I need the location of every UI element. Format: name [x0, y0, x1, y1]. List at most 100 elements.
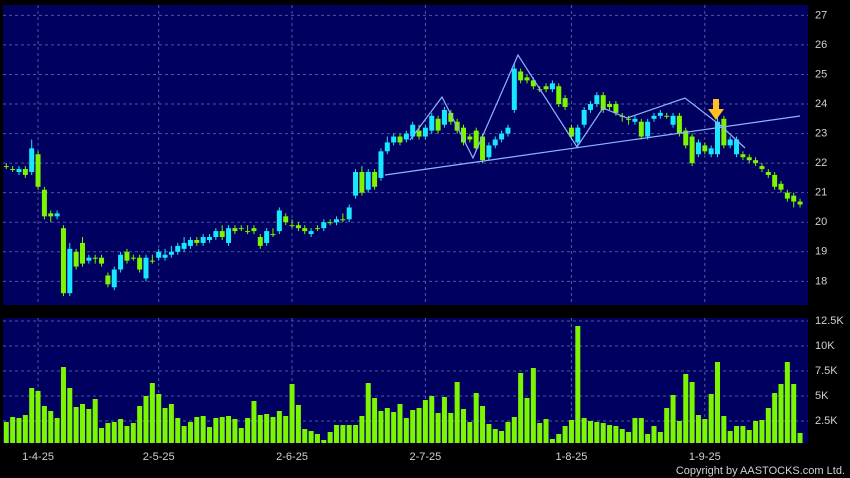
- volume-bar: [746, 430, 752, 443]
- candle-body: [35, 154, 41, 187]
- volume-bar: [124, 426, 130, 443]
- volume-bar: [778, 384, 784, 443]
- y-tick-label: 26: [815, 39, 827, 51]
- candle-body: [410, 124, 416, 137]
- volume-bar: [105, 423, 111, 443]
- volume-bar: [353, 425, 359, 443]
- candle-body: [689, 136, 695, 164]
- volume-bar: [276, 411, 282, 443]
- volume-bar: [543, 419, 549, 443]
- volume-bar: [270, 417, 276, 443]
- volume-bar: [257, 415, 263, 443]
- candle-body: [194, 239, 200, 243]
- volume-bar: [16, 418, 22, 443]
- pattern-line: [409, 53, 746, 160]
- candle-body: [73, 251, 79, 267]
- candle-body: [67, 248, 73, 294]
- candle-body: [562, 98, 568, 107]
- volume-bar: [505, 422, 511, 443]
- candle-body: [334, 219, 339, 223]
- volume-bar: [73, 407, 79, 443]
- volume-bar: [530, 368, 536, 443]
- candle-body: [365, 171, 371, 190]
- volume-bar: [581, 418, 587, 443]
- volume-bar: [162, 408, 168, 443]
- candle-body: [721, 118, 727, 146]
- candle-body: [772, 174, 778, 187]
- volume-bar: [22, 415, 28, 443]
- copyright: Copyright by AASTOCKS.com Ltd.: [676, 465, 845, 477]
- volume-bar: [791, 384, 797, 443]
- volume-bar: [219, 417, 225, 443]
- candle-body: [759, 166, 765, 170]
- candle-body: [467, 136, 473, 140]
- candle-body: [289, 225, 295, 227]
- candle-body: [48, 213, 54, 217]
- volume-bar: [619, 429, 625, 443]
- y-tick-label: 27: [815, 9, 827, 21]
- candle-body: [461, 127, 466, 143]
- candle-body: [505, 127, 511, 134]
- volume-bar: [588, 421, 593, 443]
- volume-bar: [397, 404, 403, 443]
- candle-body: [372, 171, 378, 187]
- volume-bar: [48, 411, 54, 443]
- candle-body: [746, 157, 752, 161]
- candle-body: [568, 127, 574, 137]
- volume-bar: [295, 405, 301, 443]
- candle-body: [473, 130, 479, 149]
- volume-bar: [149, 383, 155, 443]
- candle-body: [353, 171, 359, 196]
- y-tick-label: 7.5K: [815, 365, 838, 377]
- volume-bar: [594, 422, 600, 443]
- volume-bar: [130, 423, 136, 443]
- volume-bar: [499, 431, 505, 443]
- volume-bar: [454, 382, 460, 443]
- candle-body: [708, 148, 714, 155]
- y-tick-label: 25: [815, 68, 827, 80]
- candle-body: [92, 257, 98, 259]
- y-tick-label: 24: [815, 98, 827, 110]
- volume-bar: [461, 409, 466, 443]
- candle-body: [207, 237, 212, 240]
- candle-body: [41, 189, 47, 217]
- volume-bar: [283, 416, 289, 443]
- volume-bar: [92, 399, 98, 443]
- volume-bar: [143, 396, 149, 443]
- volume-bar: [702, 419, 708, 443]
- volume-bar: [473, 393, 479, 443]
- candle-body: [638, 121, 644, 137]
- x-tick-label: 2-7-25: [410, 451, 442, 463]
- candle-body: [499, 133, 505, 140]
- candle-body: [613, 104, 619, 113]
- candle-body: [22, 169, 28, 175]
- candle-body: [137, 257, 143, 270]
- volume-bar: [568, 420, 574, 443]
- candle-body: [143, 257, 149, 279]
- volume-bar: [467, 422, 473, 443]
- y-tick-label: 5K: [815, 390, 829, 402]
- candle-body: [448, 112, 454, 122]
- candle-body: [346, 207, 352, 220]
- candle-body: [270, 234, 276, 236]
- volume-bar: [80, 404, 85, 443]
- volume-bar: [797, 433, 803, 443]
- volume-bar: [753, 421, 759, 443]
- candle-body: [651, 115, 657, 119]
- volume-bar: [759, 420, 765, 443]
- volume-bar: [416, 408, 422, 443]
- candle-body: [549, 83, 555, 90]
- volume-bar: [638, 418, 644, 443]
- volume-bar: [651, 426, 657, 443]
- volume-bar: [562, 426, 568, 443]
- candle-body: [727, 139, 733, 146]
- candle-body: [600, 95, 606, 110]
- candle-body: [276, 210, 282, 232]
- volume-bar: [410, 410, 416, 443]
- candle-body: [384, 142, 390, 152]
- candle-body: [314, 228, 320, 230]
- candle-body: [251, 228, 257, 232]
- candle-body: [543, 86, 549, 90]
- candle-body: [295, 225, 301, 229]
- candle-body: [397, 136, 403, 143]
